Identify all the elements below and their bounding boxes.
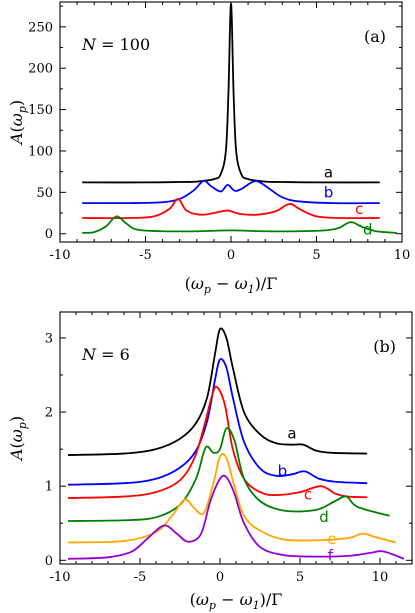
x-tick-label-b-2: 0 <box>216 570 224 585</box>
y-tick-label-b-2: 2 <box>45 406 53 421</box>
series-line-b-d <box>67 427 390 522</box>
y-tick-label-a-2: 100 <box>28 144 53 159</box>
series-line-a-b <box>82 179 380 205</box>
y-tick-label-a-0: 0 <box>45 227 53 242</box>
curve-label-a-b: b <box>324 183 334 201</box>
y-tick-label-a-1: 50 <box>36 186 53 201</box>
curve-label-b-f: f <box>328 546 334 564</box>
x-axis-title-b: (ωp − ω1)/Γ <box>190 590 283 612</box>
curve-label-b-c: c <box>304 486 312 504</box>
x-tick-label-a-0: -10 <box>50 248 71 263</box>
y-tick-label-a-3: 150 <box>28 103 53 118</box>
y-tick-label-b-1: 1 <box>45 480 53 495</box>
curve-label-a-a: a <box>324 163 333 181</box>
x-tick-label-a-3: 5 <box>312 248 320 263</box>
series-line-b-c <box>67 385 368 499</box>
series-line-b-e <box>67 452 397 544</box>
x-tick-label-b-4: 10 <box>372 570 389 585</box>
x-tick-label-b-0: -10 <box>50 570 71 585</box>
y-tick-label-b-3: 3 <box>45 331 53 346</box>
x-tick-label-b-1: -5 <box>134 570 147 585</box>
series-line-a-c <box>82 198 380 220</box>
y-tick-label-a-5: 250 <box>28 20 53 35</box>
panel-label-b: (b) <box>373 337 396 356</box>
series-line-b-a <box>67 327 368 456</box>
y-axis-title-b: A(ωp) <box>7 416 29 462</box>
y-tick-label-a-4: 200 <box>28 62 53 77</box>
x-tick-label-a-4: 10 <box>394 248 411 263</box>
curve-label-b-b: b <box>278 462 288 480</box>
series-line-a-d <box>82 215 397 234</box>
curve-label-b-e: e <box>327 530 336 548</box>
annotation-b: N = 6 <box>81 345 130 364</box>
curve-label-a-d: d <box>363 221 373 239</box>
series-line-b-b <box>67 358 368 486</box>
x-tick-label-a-2: 0 <box>227 248 235 263</box>
curve-label-b-d: d <box>319 508 329 526</box>
series-line-b-f <box>67 474 405 560</box>
y-tick-label-b-0: 0 <box>45 554 53 569</box>
panel-label-a: (a) <box>364 27 386 46</box>
curve-label-b-a: a <box>287 425 296 443</box>
x-tick-label-a-1: -5 <box>139 248 152 263</box>
annotation-a: N = 100 <box>81 35 150 54</box>
curve-label-a-c: c <box>355 200 363 218</box>
x-axis-title-a: (ωp − ω1)/Γ <box>185 274 278 296</box>
x-tick-label-b-3: 5 <box>296 570 304 585</box>
y-axis-title-a: A(ωp) <box>7 100 29 146</box>
series-line-a-a <box>82 2 380 184</box>
